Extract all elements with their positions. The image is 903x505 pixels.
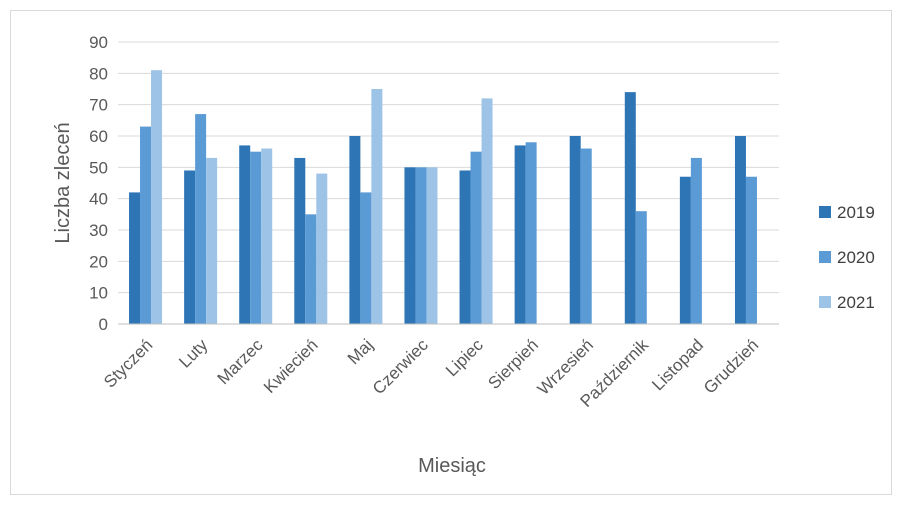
bar-2020-2 bbox=[250, 151, 262, 324]
bar-chart: 0 10 20 30 40 50 60 70 80 90 Styczeń Luty MarzecKwi… bbox=[52, 33, 875, 477]
legend-label: 2020 bbox=[837, 248, 875, 267]
legend-label: 2019 bbox=[837, 203, 875, 222]
legend: 2019 2020 2021 bbox=[819, 203, 875, 312]
y-tick-label: 60 bbox=[89, 127, 108, 146]
x-tick-label: Marzec bbox=[214, 335, 267, 388]
x-tick-label: Grudzień bbox=[700, 335, 762, 397]
y-tick-label: 80 bbox=[89, 64, 108, 83]
bar-2020-1 bbox=[195, 114, 207, 324]
y-tick-label: 50 bbox=[89, 158, 108, 177]
bar-2020-9 bbox=[635, 211, 647, 324]
chart-frame: 0 10 20 30 40 50 60 70 80 90 Styczeń Luty Marzec Kwi… bbox=[10, 10, 892, 495]
x-axis-title: Miesiąc bbox=[418, 455, 486, 477]
bar-2019-7 bbox=[514, 145, 526, 324]
y-tick-label: 10 bbox=[89, 284, 108, 303]
x-tick-label: Styczeń bbox=[100, 335, 156, 391]
bar-2019-11 bbox=[734, 136, 746, 324]
bar-2020-3 bbox=[305, 214, 317, 324]
legend-swatch-2020 bbox=[819, 251, 831, 263]
bar-2020-0 bbox=[140, 126, 152, 324]
bar-2021-0 bbox=[151, 70, 163, 324]
legend-swatch-2021 bbox=[819, 296, 831, 308]
y-tick-label: 40 bbox=[89, 190, 108, 209]
bar-2020-10 bbox=[690, 157, 702, 324]
bar-2019-0 bbox=[129, 192, 141, 324]
bar-2019-3 bbox=[294, 157, 306, 324]
y-axis-title: Liczba zleceń bbox=[52, 122, 74, 243]
x-tick-label: Lipiec bbox=[442, 335, 487, 380]
bar-2019-10 bbox=[679, 176, 691, 324]
legend-label: 2021 bbox=[837, 293, 875, 312]
bar-2021-2 bbox=[261, 148, 273, 324]
x-tick-label: Czerwiec bbox=[369, 335, 432, 398]
y-tick-label: 20 bbox=[89, 252, 108, 271]
bar-2021-6 bbox=[481, 98, 493, 325]
x-tick-label: Luty bbox=[175, 335, 212, 372]
bar-2019-8 bbox=[569, 136, 581, 324]
bar-2019-2 bbox=[239, 145, 251, 324]
y-tick-label: 30 bbox=[89, 221, 108, 240]
bar-2020-5 bbox=[415, 167, 427, 324]
bar-2019-5 bbox=[404, 167, 416, 324]
bar-2019-1 bbox=[184, 170, 196, 324]
bar-2020-4 bbox=[360, 192, 372, 324]
bar-2020-6 bbox=[470, 151, 482, 324]
y-tick-label: 70 bbox=[89, 96, 108, 115]
x-tick-label: Maj bbox=[344, 335, 377, 368]
legend-swatch-2019 bbox=[819, 206, 831, 218]
y-tick-label: 0 bbox=[99, 315, 108, 334]
bar-2019-9 bbox=[624, 92, 636, 324]
bar-2019-6 bbox=[459, 170, 471, 324]
x-tick-label: Listopad bbox=[648, 335, 707, 394]
bar-2021-1 bbox=[206, 157, 218, 324]
bar-2020-7 bbox=[525, 142, 537, 324]
y-tick-label: 90 bbox=[89, 33, 108, 52]
bar-2020-11 bbox=[745, 176, 757, 324]
bar-2019-4 bbox=[349, 136, 361, 324]
bar-2020-8 bbox=[580, 148, 592, 324]
bar-2021-5 bbox=[426, 167, 438, 324]
bar-2021-3 bbox=[316, 173, 328, 324]
x-tick-label: Kwiecień bbox=[260, 335, 322, 397]
bar-2021-4 bbox=[371, 89, 383, 324]
